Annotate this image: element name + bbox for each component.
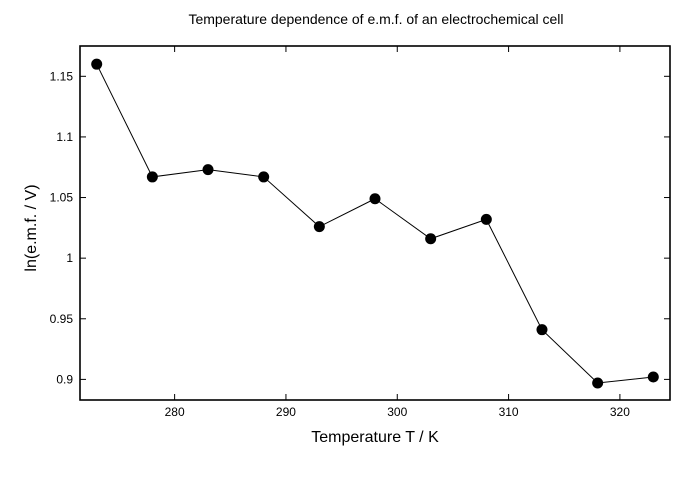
series-line (96, 63, 654, 384)
chart-title: Temperature dependence of e.m.f. of an e… (188, 11, 563, 27)
x-tick-label: 320 (610, 405, 630, 419)
data-point (91, 58, 103, 70)
x-axis-label: Temperature T / K (311, 429, 439, 446)
data-point (369, 193, 381, 205)
y-tick-label: 1 (66, 251, 73, 265)
data-point (425, 233, 437, 245)
data-point (592, 377, 604, 389)
y-tick-label: 0.95 (50, 312, 74, 326)
y-tick-label: 1.05 (50, 191, 74, 205)
x-tick-label: 290 (276, 405, 296, 419)
x-tick-label: 310 (499, 405, 519, 419)
data-point (258, 171, 270, 183)
data-point (313, 221, 325, 233)
y-tick-label: 1.1 (56, 130, 73, 144)
y-axis: 0.9 0.95 1 1.05 1.1 1.15 (50, 69, 670, 386)
data-point (146, 171, 158, 183)
data-point (536, 324, 548, 336)
data-point (480, 213, 492, 225)
x-tick-label: 300 (387, 405, 407, 419)
x-tick-label: 280 (165, 405, 185, 419)
x-axis: 280 290 300 310 320 (165, 46, 630, 419)
y-tick-label: 1.15 (50, 69, 74, 83)
data-point (202, 164, 214, 176)
data-point (647, 371, 659, 383)
data-points (91, 58, 659, 389)
y-tick-label: 0.9 (56, 372, 73, 386)
plot-frame (79, 45, 671, 401)
y-axis-label: ln(e.m.f. / V) (23, 184, 40, 271)
